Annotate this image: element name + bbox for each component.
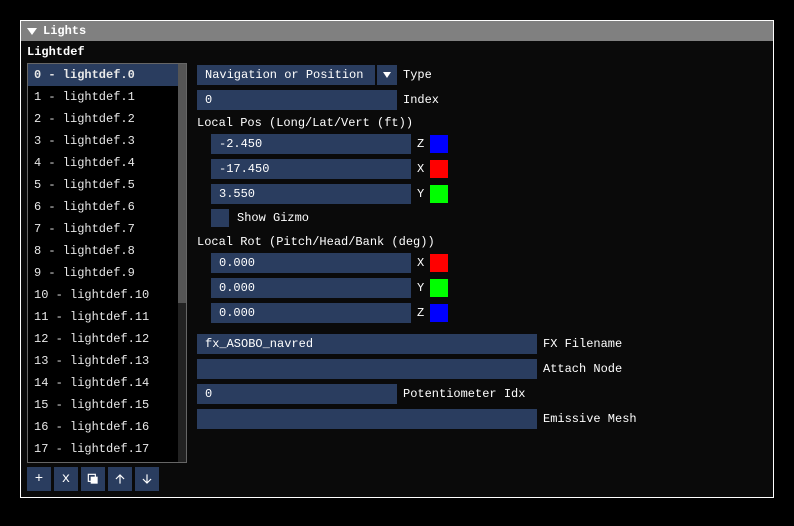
rot-z-label: Z [417, 306, 424, 320]
list-item[interactable]: 4 - lightdef.4 [28, 152, 178, 174]
collapse-icon [27, 28, 37, 35]
list-item[interactable]: 8 - lightdef.8 [28, 240, 178, 262]
list-item[interactable]: 7 - lightdef.7 [28, 218, 178, 240]
list-item[interactable]: 0 - lightdef.0 [28, 64, 178, 86]
move-up-button[interactable] [108, 467, 132, 491]
type-label: Type [403, 68, 432, 82]
list-item[interactable]: 5 - lightdef.5 [28, 174, 178, 196]
arrow-down-icon [140, 472, 154, 486]
list-item[interactable]: 14 - lightdef.14 [28, 372, 178, 394]
list-item[interactable]: 10 - lightdef.10 [28, 284, 178, 306]
index-label: Index [403, 93, 439, 107]
show-gizmo-checkbox[interactable] [211, 209, 229, 227]
attach-node-field[interactable] [197, 359, 537, 379]
axis-z-swatch [430, 135, 448, 153]
list-item[interactable]: 6 - lightdef.6 [28, 196, 178, 218]
list-item[interactable]: 18 - lightdef.18 [28, 460, 178, 462]
axis-y-swatch [430, 185, 448, 203]
rot-x-label: X [417, 256, 424, 270]
lights-window: Lights Lightdef 0 - lightdef.01 - lightd… [20, 20, 774, 498]
potentiometer-field[interactable]: 0 [197, 384, 397, 404]
lightdef-list[interactable]: 0 - lightdef.01 - lightdef.12 - lightdef… [27, 63, 187, 463]
lightdef-list-panel: 0 - lightdef.01 - lightdef.12 - lightdef… [27, 63, 187, 491]
arrow-up-icon [113, 472, 127, 486]
copy-button[interactable] [81, 467, 105, 491]
pos-z-field[interactable]: -2.450 [211, 134, 411, 154]
attach-node-label: Attach Node [543, 362, 622, 376]
potentiometer-label: Potentiometer Idx [403, 387, 525, 401]
rot-y-field[interactable]: 0.000 [211, 278, 411, 298]
axis-x-swatch [430, 160, 448, 178]
type-dropdown-button[interactable] [377, 65, 397, 85]
axis-z-swatch [430, 304, 448, 322]
window-titlebar[interactable]: Lights [21, 21, 773, 41]
emissive-mesh-field[interactable] [197, 409, 537, 429]
rot-y-label: Y [417, 281, 424, 295]
list-item[interactable]: 11 - lightdef.11 [28, 306, 178, 328]
chevron-down-icon [383, 72, 391, 78]
list-item[interactable]: 9 - lightdef.9 [28, 262, 178, 284]
emissive-mesh-label: Emissive Mesh [543, 412, 637, 426]
list-item[interactable]: 13 - lightdef.13 [28, 350, 178, 372]
pos-x-label: X [417, 162, 424, 176]
index-field[interactable]: 0 [197, 90, 397, 110]
local-pos-label: Local Pos (Long/Lat/Vert (ft)) [197, 116, 767, 130]
list-scrollbar[interactable] [178, 64, 186, 462]
local-rot-label: Local Rot (Pitch/Head/Bank (deg)) [197, 235, 767, 249]
section-title: Lightdef [21, 41, 773, 63]
type-value: Navigation or Position [197, 65, 375, 85]
pos-z-label: Z [417, 137, 424, 151]
pos-y-field[interactable]: 3.550 [211, 184, 411, 204]
rot-x-field[interactable]: 0.000 [211, 253, 411, 273]
pos-x-field[interactable]: -17.450 [211, 159, 411, 179]
add-button[interactable]: + [27, 467, 51, 491]
rot-z-field[interactable]: 0.000 [211, 303, 411, 323]
show-gizmo-label: Show Gizmo [237, 211, 309, 225]
list-item[interactable]: 12 - lightdef.12 [28, 328, 178, 350]
window-title: Lights [43, 24, 86, 38]
list-item[interactable]: 3 - lightdef.3 [28, 130, 178, 152]
axis-y-swatch [430, 279, 448, 297]
list-item[interactable]: 16 - lightdef.16 [28, 416, 178, 438]
scrollbar-thumb[interactable] [178, 64, 186, 303]
fx-filename-label: FX Filename [543, 337, 622, 351]
move-down-button[interactable] [135, 467, 159, 491]
list-item[interactable]: 17 - lightdef.17 [28, 438, 178, 460]
list-item[interactable]: 1 - lightdef.1 [28, 86, 178, 108]
type-dropdown[interactable]: Navigation or Position [197, 65, 397, 85]
properties-panel: Navigation or Position Type 0 Index Loca… [197, 63, 767, 491]
copy-icon [86, 472, 100, 486]
pos-y-label: Y [417, 187, 424, 201]
axis-x-swatch [430, 254, 448, 272]
list-item[interactable]: 15 - lightdef.15 [28, 394, 178, 416]
fx-filename-field[interactable]: fx_ASOBO_navred [197, 334, 537, 354]
remove-button[interactable]: x [54, 467, 78, 491]
list-item[interactable]: 2 - lightdef.2 [28, 108, 178, 130]
